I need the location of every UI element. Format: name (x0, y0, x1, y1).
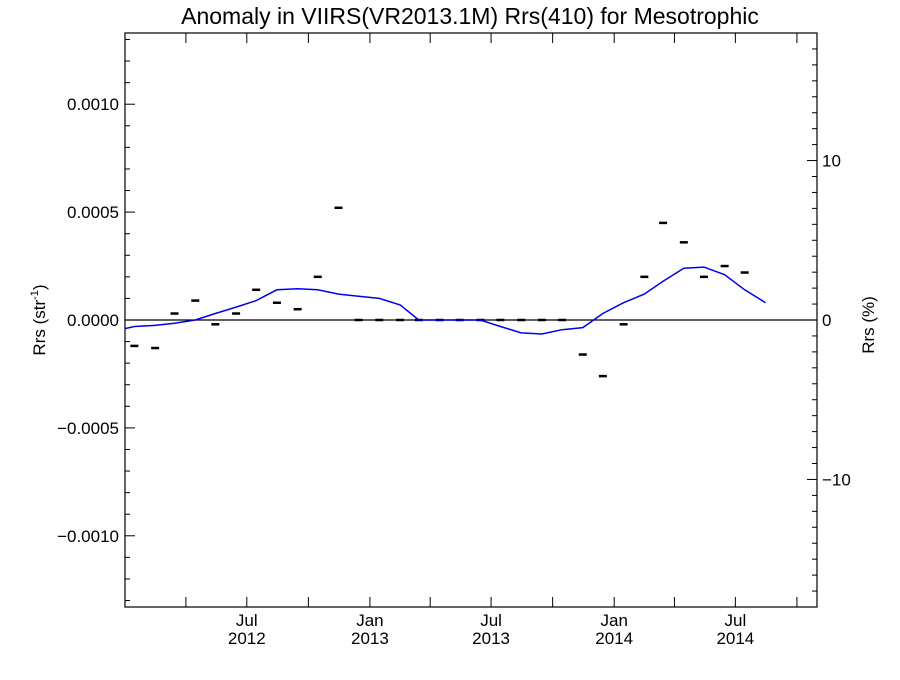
x-tick-label-year: 2013 (351, 629, 389, 648)
x-tick-label-month: Jul (236, 611, 258, 630)
y-left-tick-label: 0.0010 (67, 95, 119, 114)
x-tick-label-month: Jan (601, 611, 628, 630)
x-tick-label-year: 2014 (595, 629, 633, 648)
y-right-tick-label: 10 (822, 152, 841, 171)
chart-title: Anomaly in VIIRS(VR2013.1M) Rrs(410) for… (181, 3, 759, 29)
y-axis-label-left: Rrs (str-1) (29, 284, 49, 355)
x-tick-label-year: 2014 (716, 629, 754, 648)
x-tick-label-year: 2012 (228, 629, 266, 648)
plot-layer: 0.0010 0.0005 0.0000 −0.0005 −0.0010 10 0 −10 Ju… (57, 32, 851, 648)
x-tick-label-month: Jul (724, 611, 746, 630)
y-right-tick-label: −10 (822, 470, 851, 489)
x-tick-label-year: 2013 (472, 629, 510, 648)
y-axis-label-left-close: ) (30, 284, 49, 290)
y-left-tick-label: 0.0005 (67, 203, 119, 222)
series-line-1 (124, 266, 766, 335)
x-tick-label-month: Jan (356, 611, 383, 630)
y-axis-label-right: Rrs (%) (859, 296, 878, 354)
x-tick-label-month: Jul (480, 611, 502, 630)
y-left-tick-label: 0.0000 (67, 311, 119, 330)
y-left-tick-label: −0.0010 (57, 527, 119, 546)
y-axis-label-left-text: Rrs (str (30, 300, 49, 356)
y-axis-label-left-superscript: -1 (29, 290, 41, 300)
y-left-tick-label: −0.0005 (57, 419, 119, 438)
y-right-tick-label: 0 (822, 311, 831, 330)
